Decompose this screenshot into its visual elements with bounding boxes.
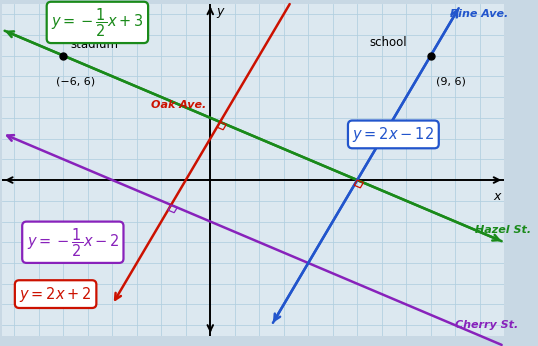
Text: $y$: $y$: [216, 6, 226, 20]
Text: $y = -\dfrac{1}{2}x + 3$: $y = -\dfrac{1}{2}x + 3$: [51, 6, 144, 39]
Text: Oak Ave.: Oak Ave.: [151, 100, 207, 110]
Text: Pine Ave.: Pine Ave.: [450, 9, 508, 19]
Text: (−6, 6): (−6, 6): [56, 76, 95, 86]
Text: school: school: [370, 36, 407, 49]
Text: $y = 2x - 12$: $y = 2x - 12$: [352, 125, 434, 144]
Text: $y = -\dfrac{1}{2}x - 2$: $y = -\dfrac{1}{2}x - 2$: [26, 226, 119, 258]
Text: Cherry St.: Cherry St.: [455, 320, 519, 330]
Text: stadium: stadium: [70, 38, 119, 52]
Text: Hazel St.: Hazel St.: [475, 225, 531, 235]
Text: $y = 2x + 2$: $y = 2x + 2$: [19, 285, 92, 303]
Text: $x$: $x$: [493, 190, 503, 203]
Text: (9, 6): (9, 6): [436, 76, 465, 86]
